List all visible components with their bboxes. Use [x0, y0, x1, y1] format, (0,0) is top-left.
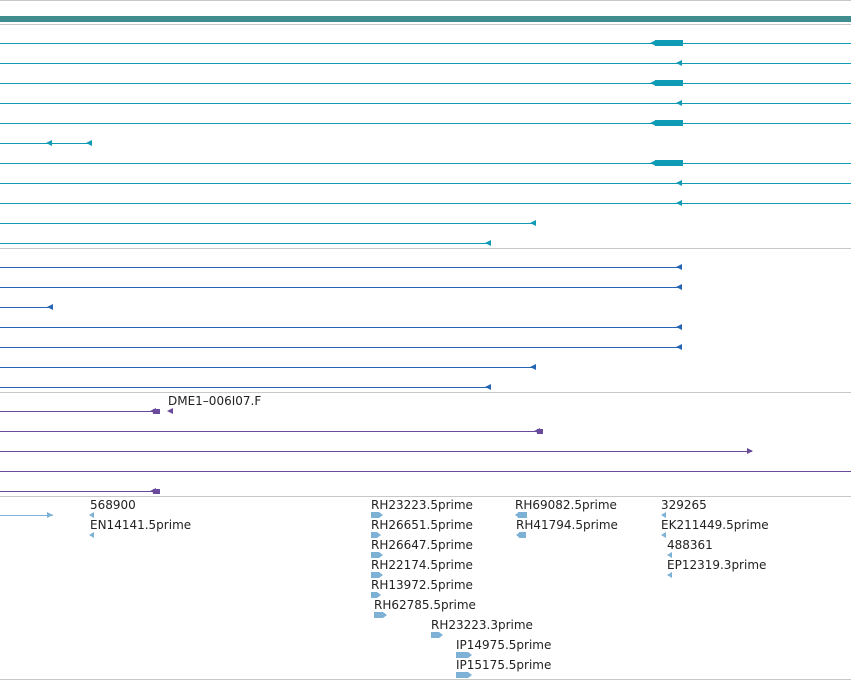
est-block[interactable]	[371, 572, 379, 578]
strand-arrow[interactable]	[747, 448, 753, 454]
est-label: RH23223.5prime	[371, 498, 473, 512]
est-block[interactable]	[456, 672, 468, 678]
strand-arrow[interactable]	[46, 140, 52, 146]
cds-block[interactable]	[655, 160, 683, 166]
est-block[interactable]	[371, 532, 377, 538]
strand-arrow[interactable]	[468, 652, 472, 658]
strand-arrow[interactable]	[377, 532, 381, 538]
strand-arrow[interactable]	[676, 60, 682, 66]
strand-arrow[interactable]	[439, 632, 443, 638]
est-block[interactable]	[431, 632, 439, 638]
est-label: RH13972.5prime	[371, 578, 473, 592]
strand-arrow[interactable]	[530, 220, 536, 226]
strand-arrow[interactable]	[676, 180, 682, 186]
strand-arrow[interactable]	[468, 672, 472, 678]
strand-arrow[interactable]	[534, 428, 540, 434]
est-block[interactable]	[374, 612, 383, 618]
est-label: RH26647.5prime	[371, 538, 473, 552]
est-block[interactable]	[371, 552, 379, 558]
strand-arrow[interactable]	[676, 324, 682, 330]
strand-arrow[interactable]	[485, 240, 491, 246]
strand-arrow[interactable]	[47, 512, 53, 518]
cds-block[interactable]	[655, 80, 683, 86]
cds-block[interactable]	[655, 40, 683, 46]
strand-arrow[interactable]	[667, 552, 672, 558]
est-block[interactable]	[371, 512, 379, 518]
strand-arrow[interactable]	[676, 284, 682, 290]
strand-arrow[interactable]	[676, 200, 682, 206]
est-label: EP12319.3prime	[667, 558, 766, 572]
est-track[interactable]: 568900 EN14141.5prime RH23223.5prime RH2…	[0, 498, 769, 678]
protein-track[interactable]	[0, 264, 682, 390]
cds-block[interactable]	[655, 120, 683, 126]
est-label: IP14975.5prime	[456, 638, 551, 652]
strand-arrow[interactable]	[150, 488, 156, 494]
est-label: RH69082.5prime	[515, 498, 617, 512]
clone-label: DME1–006I07.F	[168, 394, 261, 408]
strand-arrow[interactable]	[167, 408, 173, 414]
transcript-track[interactable]	[0, 40, 851, 246]
est-label: 329265	[661, 498, 707, 512]
est-block[interactable]	[371, 592, 377, 598]
strand-arrow[interactable]	[661, 512, 666, 518]
est-label: RH41794.5prime	[516, 518, 618, 532]
est-label: 488361	[667, 538, 713, 552]
est-label: 568900	[90, 498, 136, 512]
clone-block[interactable]	[153, 489, 160, 494]
strand-arrow[interactable]	[383, 612, 387, 618]
strand-arrow[interactable]	[650, 80, 656, 86]
strand-arrow[interactable]	[47, 304, 53, 310]
strand-arrow[interactable]	[661, 532, 666, 538]
est-label: EK211449.5prime	[661, 518, 769, 532]
strand-arrow[interactable]	[530, 364, 536, 370]
cdna-clone-track[interactable]: DME1–006I07.F	[0, 394, 851, 494]
est-label: EN14141.5prime	[90, 518, 191, 532]
strand-arrow[interactable]	[485, 384, 491, 390]
gene-track[interactable]	[0, 16, 851, 25]
est-label: RH26651.5prime	[371, 518, 473, 532]
est-label: RH22174.5prime	[371, 558, 473, 572]
strand-arrow[interactable]	[379, 512, 383, 518]
strand-arrow[interactable]	[515, 512, 519, 518]
strand-arrow[interactable]	[650, 160, 656, 166]
strand-arrow[interactable]	[516, 532, 520, 538]
est-label: RH62785.5prime	[374, 598, 476, 612]
gene-bar	[0, 16, 851, 22]
strand-arrow[interactable]	[89, 512, 94, 518]
strand-arrow[interactable]	[650, 120, 656, 126]
strand-arrow[interactable]	[676, 344, 682, 350]
strand-arrow[interactable]	[377, 592, 381, 598]
strand-arrow[interactable]	[379, 572, 383, 578]
strand-arrow[interactable]	[89, 532, 94, 538]
strand-arrow[interactable]	[650, 40, 656, 46]
strand-arrow[interactable]	[150, 408, 156, 414]
strand-arrow[interactable]	[676, 264, 682, 270]
est-block[interactable]	[519, 532, 526, 538]
clone-block[interactable]	[153, 409, 160, 414]
strand-arrow[interactable]	[676, 100, 682, 106]
strand-arrow[interactable]	[667, 572, 672, 578]
strand-arrow[interactable]	[86, 140, 92, 146]
est-block[interactable]	[518, 512, 527, 518]
est-label: RH23223.3prime	[431, 618, 533, 632]
strand-arrow[interactable]	[379, 552, 383, 558]
est-block[interactable]	[456, 652, 468, 658]
est-label: IP15175.5prime	[456, 658, 551, 672]
